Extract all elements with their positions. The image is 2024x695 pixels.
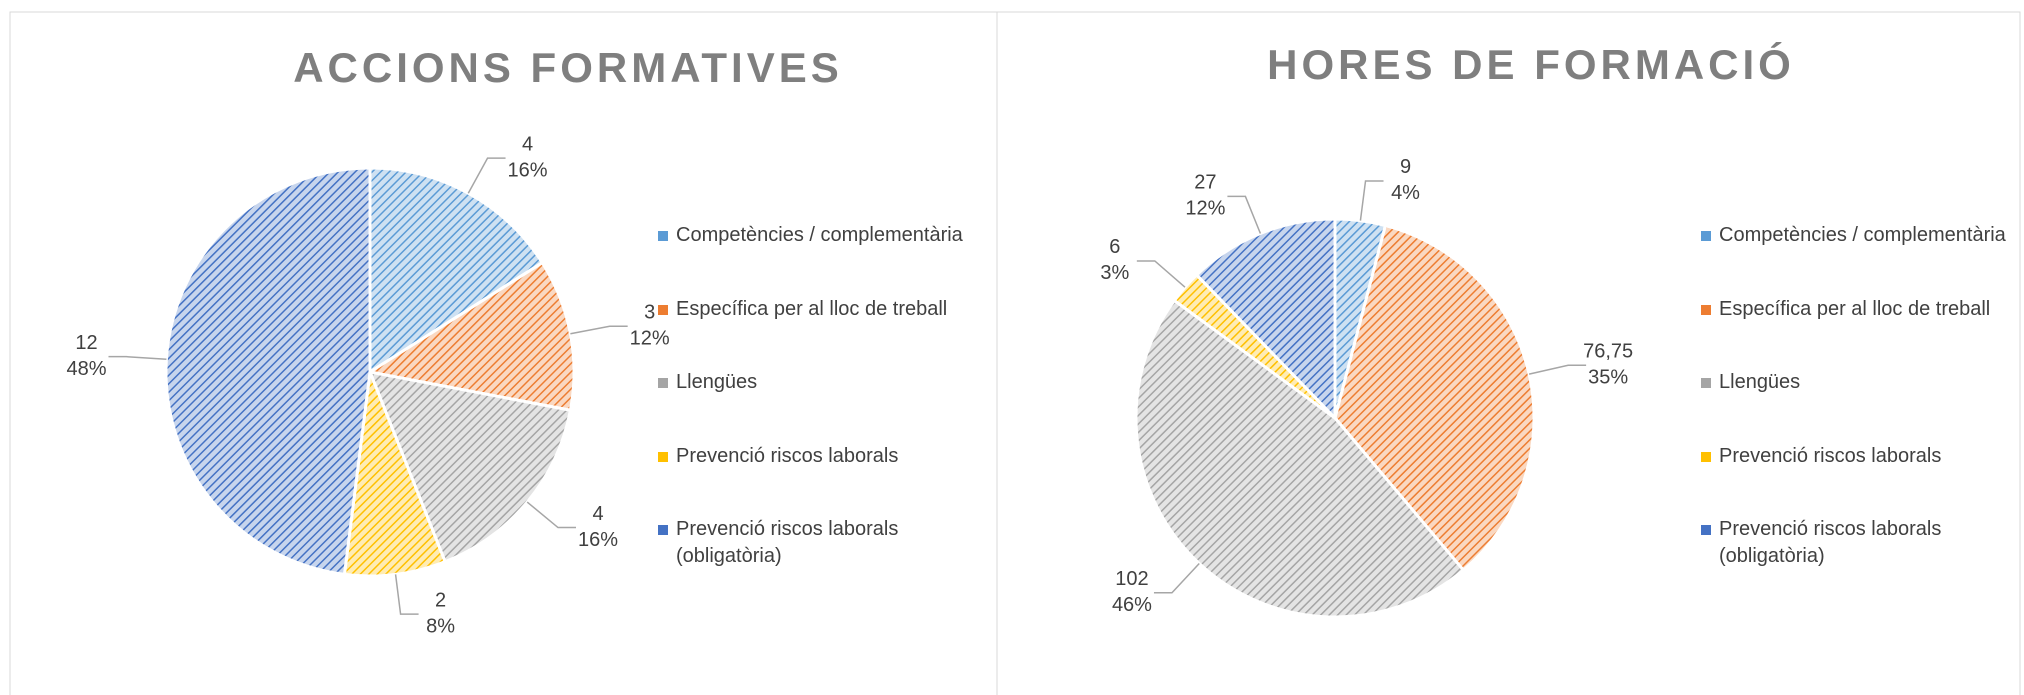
legend-label: Específica per al lloc de treball	[676, 298, 948, 320]
legend-label: Llengües	[676, 371, 758, 393]
percent-label: 46%	[1112, 594, 1152, 616]
leader-line	[570, 325, 628, 335]
legend-label: Específica per al lloc de treball	[1719, 298, 1991, 320]
leader-line	[467, 157, 506, 194]
legend-item: Llengües	[658, 369, 1006, 396]
leader-line	[1528, 364, 1587, 375]
percent-label: 3%	[1100, 262, 1129, 284]
legend-swatch	[658, 378, 668, 388]
legend-label: Prevenció riscos laborals	[676, 445, 899, 467]
legend-label: Competències / complementària	[1719, 224, 2006, 246]
legend-label: Prevenció riscos laborals	[1719, 445, 1942, 467]
chart-title: HORES DE FORMACIÓ	[1267, 40, 1795, 88]
legend-label: Prevenció riscos laborals (obligatòria)	[676, 518, 899, 567]
legend-item: Llengües	[1701, 369, 2024, 396]
leader-line	[1136, 260, 1186, 288]
percent-label: 4%	[1391, 182, 1420, 204]
leader-line	[394, 574, 419, 615]
legend-item: Específica per al lloc de treball	[1701, 296, 2024, 323]
data-label: 4	[592, 503, 603, 525]
legend-swatch	[1701, 525, 1711, 535]
percent-label: 16%	[578, 529, 618, 551]
leader-line	[1153, 562, 1200, 594]
pie-slice	[1333, 223, 1536, 573]
legend-item: Prevenció riscos laborals	[658, 443, 1006, 470]
pie-slice	[164, 166, 372, 577]
pie-slice	[367, 370, 573, 564]
percent-label: 8%	[426, 615, 455, 637]
legend-swatch	[658, 525, 668, 535]
data-label: 6	[1109, 236, 1120, 258]
data-label: 76,75	[1583, 341, 1633, 363]
legend-label: Prevenció riscos laborals (obligatòria)	[1719, 518, 1942, 567]
percent-label: 35%	[1588, 367, 1628, 389]
pie-slice	[365, 260, 576, 412]
legend-item: Competències / complementària	[658, 222, 1006, 249]
chart-title: ACCIONS FORMATIVES	[293, 44, 843, 91]
legend-item: Competències / complementària	[1701, 222, 2024, 249]
leader-line	[108, 355, 167, 360]
data-label: 102	[1115, 568, 1148, 590]
legend-swatch	[658, 452, 668, 462]
percent-label: 16%	[508, 159, 548, 181]
data-label: 2	[435, 589, 446, 611]
legend-swatch	[658, 231, 668, 241]
legend-label: Llengües	[1719, 371, 1801, 393]
legend-item: Específica per al lloc de treball	[658, 296, 1006, 323]
leader-line	[526, 501, 577, 529]
legend-swatch	[1701, 378, 1711, 388]
legend-item: Prevenció riscos laborals (obligatòria)	[658, 516, 1006, 570]
percent-label: 12%	[630, 328, 670, 350]
panel-border	[9, 11, 2021, 695]
leader-line	[1227, 195, 1262, 234]
legend-swatch	[1701, 231, 1711, 241]
data-label: 9	[1400, 156, 1411, 178]
percent-label: 48%	[66, 358, 106, 380]
pie-slice	[342, 371, 448, 578]
legend-swatch	[1701, 305, 1711, 315]
legend-item: Prevenció riscos laborals (obligatòria)	[1701, 516, 2024, 570]
data-label: 12	[75, 332, 97, 354]
data-label: 3	[644, 302, 655, 324]
legend-label: Competències / complementària	[676, 224, 963, 246]
legend-swatch	[1701, 452, 1711, 462]
leader-line	[1359, 180, 1384, 221]
legend-swatch	[658, 305, 668, 315]
percent-label: 12%	[1185, 198, 1225, 220]
data-label: 4	[522, 133, 533, 155]
legend-item: Prevenció riscos laborals	[1701, 443, 2024, 470]
data-label: 27	[1194, 172, 1216, 194]
